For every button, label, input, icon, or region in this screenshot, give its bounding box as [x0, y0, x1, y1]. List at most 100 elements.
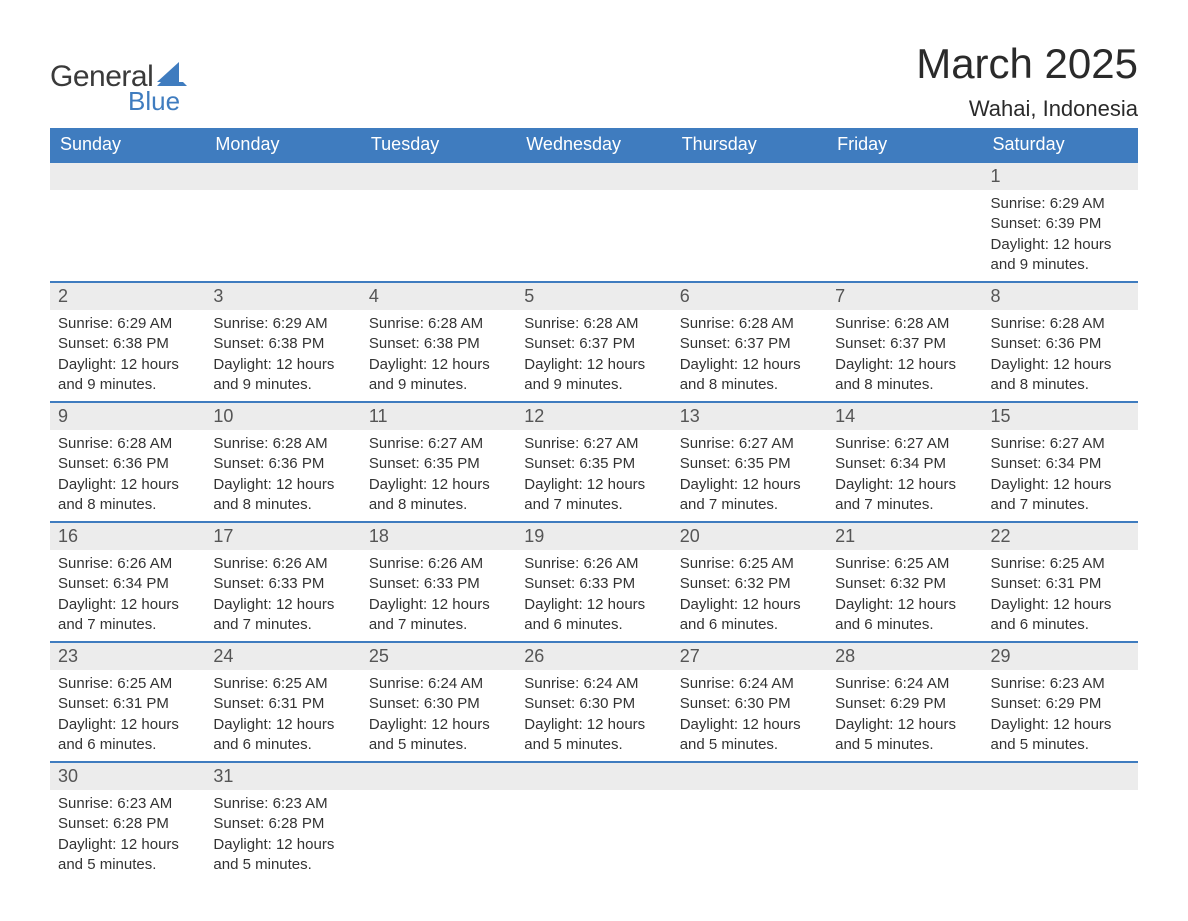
day-details: Sunrise: 6:28 AMSunset: 6:37 PMDaylight:…: [827, 310, 982, 401]
day-number: 10: [205, 403, 360, 430]
sunset-line: Sunset: 6:32 PM: [835, 574, 974, 594]
day-details: Sunrise: 6:27 AMSunset: 6:35 PMDaylight:…: [361, 430, 516, 521]
calendar-cell: 20Sunrise: 6:25 AMSunset: 6:32 PMDayligh…: [672, 522, 827, 642]
sunset-line: Sunset: 6:29 PM: [835, 694, 974, 714]
day-number: [516, 163, 671, 190]
day-details: Sunrise: 6:23 AMSunset: 6:28 PMDaylight:…: [205, 790, 360, 881]
calendar-week-row: 16Sunrise: 6:26 AMSunset: 6:34 PMDayligh…: [50, 522, 1138, 642]
day-number: 9: [50, 403, 205, 430]
day-details: Sunrise: 6:24 AMSunset: 6:30 PMDaylight:…: [516, 670, 671, 761]
sunset-line: Sunset: 6:39 PM: [991, 214, 1130, 234]
sunset-line: Sunset: 6:37 PM: [835, 334, 974, 354]
day-details: Sunrise: 6:27 AMSunset: 6:34 PMDaylight:…: [827, 430, 982, 521]
sunrise-line: Sunrise: 6:26 AM: [369, 554, 508, 574]
sunset-line: Sunset: 6:29 PM: [991, 694, 1130, 714]
calendar-body: 1Sunrise: 6:29 AMSunset: 6:39 PMDaylight…: [50, 162, 1138, 881]
calendar-cell: [516, 162, 671, 282]
daylight-line: Daylight: 12 hours and 6 minutes.: [58, 715, 197, 756]
daylight-line: Daylight: 12 hours and 5 minutes.: [680, 715, 819, 756]
day-details: Sunrise: 6:29 AMSunset: 6:38 PMDaylight:…: [205, 310, 360, 401]
sunset-line: Sunset: 6:32 PM: [680, 574, 819, 594]
sunset-line: Sunset: 6:35 PM: [680, 454, 819, 474]
day-details: Sunrise: 6:28 AMSunset: 6:36 PMDaylight:…: [50, 430, 205, 521]
sunset-line: Sunset: 6:37 PM: [680, 334, 819, 354]
day-number: 15: [983, 403, 1138, 430]
day-number: [361, 763, 516, 790]
sunrise-line: Sunrise: 6:27 AM: [680, 434, 819, 454]
daylight-line: Daylight: 12 hours and 8 minutes.: [58, 475, 197, 516]
sunset-line: Sunset: 6:36 PM: [213, 454, 352, 474]
sunrise-line: Sunrise: 6:23 AM: [991, 674, 1130, 694]
sunrise-line: Sunrise: 6:23 AM: [58, 794, 197, 814]
sunset-line: Sunset: 6:34 PM: [58, 574, 197, 594]
daylight-line: Daylight: 12 hours and 9 minutes.: [369, 355, 508, 396]
daylight-line: Daylight: 12 hours and 5 minutes.: [369, 715, 508, 756]
daylight-line: Daylight: 12 hours and 9 minutes.: [58, 355, 197, 396]
daylight-line: Daylight: 12 hours and 6 minutes.: [991, 595, 1130, 636]
day-number: 24: [205, 643, 360, 670]
day-details: Sunrise: 6:28 AMSunset: 6:36 PMDaylight:…: [205, 430, 360, 521]
day-number: 26: [516, 643, 671, 670]
day-number: 4: [361, 283, 516, 310]
sunrise-line: Sunrise: 6:26 AM: [58, 554, 197, 574]
header-row: General Blue March 2025 Wahai, Indonesia: [50, 40, 1138, 122]
calendar-cell: 12Sunrise: 6:27 AMSunset: 6:35 PMDayligh…: [516, 402, 671, 522]
sunrise-line: Sunrise: 6:25 AM: [991, 554, 1130, 574]
daylight-line: Daylight: 12 hours and 8 minutes.: [369, 475, 508, 516]
sunset-line: Sunset: 6:38 PM: [58, 334, 197, 354]
day-details: [50, 190, 205, 250]
daylight-line: Daylight: 12 hours and 6 minutes.: [213, 715, 352, 756]
calendar-cell: [516, 762, 671, 881]
sunset-line: Sunset: 6:35 PM: [524, 454, 663, 474]
day-number: 31: [205, 763, 360, 790]
sunrise-line: Sunrise: 6:27 AM: [991, 434, 1130, 454]
day-details: Sunrise: 6:29 AMSunset: 6:39 PMDaylight:…: [983, 190, 1138, 281]
day-details: Sunrise: 6:26 AMSunset: 6:33 PMDaylight:…: [205, 550, 360, 641]
daylight-line: Daylight: 12 hours and 5 minutes.: [213, 835, 352, 876]
day-details: [516, 190, 671, 250]
calendar-cell: [827, 762, 982, 881]
day-details: [361, 190, 516, 250]
calendar-cell: 13Sunrise: 6:27 AMSunset: 6:35 PMDayligh…: [672, 402, 827, 522]
sunrise-line: Sunrise: 6:27 AM: [835, 434, 974, 454]
daylight-line: Daylight: 12 hours and 8 minutes.: [680, 355, 819, 396]
day-header: Wednesday: [516, 128, 671, 162]
day-number: [827, 163, 982, 190]
day-number: 28: [827, 643, 982, 670]
sunset-line: Sunset: 6:38 PM: [213, 334, 352, 354]
day-number: [672, 163, 827, 190]
day-number: 13: [672, 403, 827, 430]
day-number: 2: [50, 283, 205, 310]
calendar-cell: 17Sunrise: 6:26 AMSunset: 6:33 PMDayligh…: [205, 522, 360, 642]
day-details: Sunrise: 6:26 AMSunset: 6:34 PMDaylight:…: [50, 550, 205, 641]
day-details: Sunrise: 6:28 AMSunset: 6:38 PMDaylight:…: [361, 310, 516, 401]
sunset-line: Sunset: 6:28 PM: [58, 814, 197, 834]
sunset-line: Sunset: 6:31 PM: [991, 574, 1130, 594]
day-details: Sunrise: 6:29 AMSunset: 6:38 PMDaylight:…: [50, 310, 205, 401]
day-details: Sunrise: 6:24 AMSunset: 6:30 PMDaylight:…: [361, 670, 516, 761]
calendar-cell: 11Sunrise: 6:27 AMSunset: 6:35 PMDayligh…: [361, 402, 516, 522]
sunrise-line: Sunrise: 6:26 AM: [213, 554, 352, 574]
day-number: 14: [827, 403, 982, 430]
day-number: [361, 163, 516, 190]
day-number: [205, 163, 360, 190]
calendar-cell: [361, 762, 516, 881]
day-details: Sunrise: 6:28 AMSunset: 6:37 PMDaylight:…: [516, 310, 671, 401]
day-number: 3: [205, 283, 360, 310]
sunset-line: Sunset: 6:38 PM: [369, 334, 508, 354]
calendar-cell: 8Sunrise: 6:28 AMSunset: 6:36 PMDaylight…: [983, 282, 1138, 402]
calendar-cell: [672, 762, 827, 881]
calendar-cell: 23Sunrise: 6:25 AMSunset: 6:31 PMDayligh…: [50, 642, 205, 762]
day-details: Sunrise: 6:27 AMSunset: 6:35 PMDaylight:…: [672, 430, 827, 521]
daylight-line: Daylight: 12 hours and 5 minutes.: [58, 835, 197, 876]
day-number: [827, 763, 982, 790]
calendar-table: SundayMondayTuesdayWednesdayThursdayFrid…: [50, 128, 1138, 881]
calendar-cell: 21Sunrise: 6:25 AMSunset: 6:32 PMDayligh…: [827, 522, 982, 642]
daylight-line: Daylight: 12 hours and 9 minutes.: [213, 355, 352, 396]
day-number: 29: [983, 643, 1138, 670]
sunrise-line: Sunrise: 6:25 AM: [58, 674, 197, 694]
calendar-cell: [827, 162, 982, 282]
logo-text-blue: Blue: [128, 86, 180, 117]
day-details: Sunrise: 6:28 AMSunset: 6:37 PMDaylight:…: [672, 310, 827, 401]
day-details: Sunrise: 6:26 AMSunset: 6:33 PMDaylight:…: [361, 550, 516, 641]
